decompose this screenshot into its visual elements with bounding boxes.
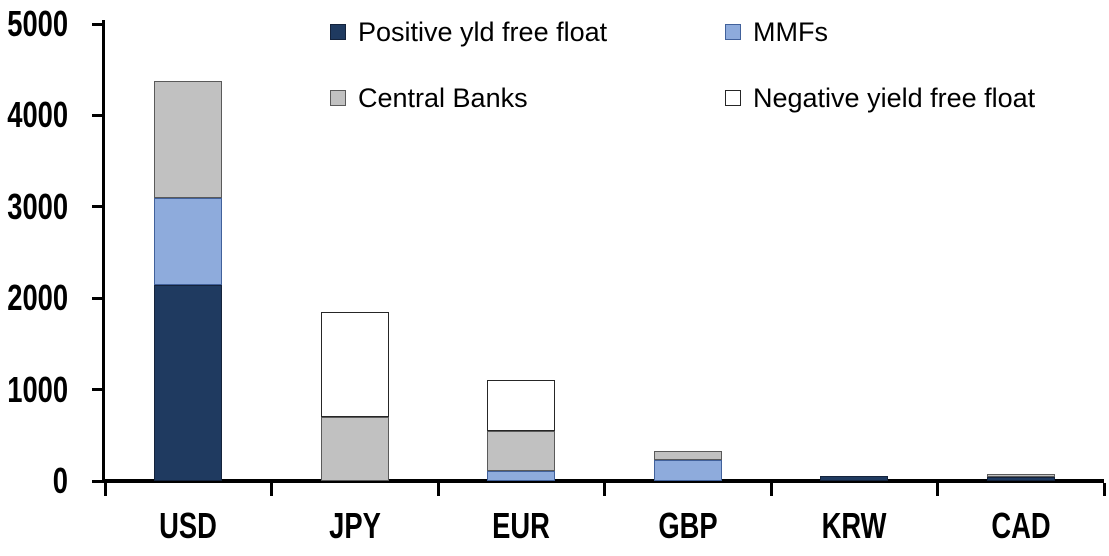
bar-segment-cad-central-banks: [986, 473, 1055, 478]
y-axis-tick: [92, 205, 105, 209]
legend-item-mmfs: MMFs: [725, 18, 828, 45]
x-axis-category-label: KRW: [821, 505, 887, 546]
y-axis-tick-label: 3000: [7, 185, 68, 227]
bar-segment-eur-negative-yield-free-float: [487, 379, 556, 431]
legend-label: Negative yield free float: [753, 82, 1036, 113]
y-axis-tick-label: 0: [52, 460, 68, 501]
y-axis-tick-label: 1000: [7, 368, 68, 410]
legend-swatch-icon: [330, 24, 346, 40]
bar-jpy: [320, 311, 389, 481]
x-axis-category-label: EUR: [492, 505, 551, 546]
bar-cad: [986, 473, 1055, 481]
legend-swatch-icon: [330, 90, 346, 106]
bar-segment-jpy-central-banks: [320, 417, 389, 481]
x-axis-tick: [1102, 483, 1106, 496]
legend-swatch-icon: [725, 90, 741, 106]
x-axis-category-label: JPY: [328, 505, 381, 546]
bar-gbp: [653, 450, 722, 481]
y-axis-tick: [92, 113, 105, 117]
y-axis-tick-label: 4000: [7, 94, 68, 136]
bar-segment-eur-central-banks: [487, 430, 556, 471]
bar-segment-usd-central-banks: [154, 80, 223, 198]
bar-usd: [154, 80, 223, 481]
x-axis-line: [102, 479, 1104, 483]
bar-segment-gbp-mmfs: [653, 459, 722, 481]
x-axis-tick: [769, 483, 773, 496]
y-axis-tick: [92, 479, 105, 483]
legend-label: Positive yld free float: [358, 16, 608, 47]
y-axis-tick-label: 5000: [7, 3, 68, 44]
y-axis-tick: [92, 296, 105, 300]
y-axis-line: [102, 20, 105, 483]
x-axis-tick: [603, 483, 606, 496]
bar-segment-usd-mmfs: [154, 197, 223, 285]
bar-segment-jpy-negative-yield-free-float: [320, 311, 389, 418]
legend-label: MMFs: [753, 16, 828, 47]
x-axis-tick: [436, 483, 440, 496]
y-axis-tick-label: 2000: [7, 277, 68, 319]
x-axis-tick: [103, 483, 107, 496]
bar-segment-cad-positive-yld-free-float: [986, 477, 1055, 481]
bar-krw: [820, 476, 889, 481]
bar-segment-krw-positive-yld-free-float: [820, 476, 889, 481]
x-axis-tick: [270, 483, 273, 496]
bar-segment-usd-positive-yld-free-float: [154, 284, 223, 481]
y-axis-tick: [92, 22, 105, 26]
legend-swatch-icon: [725, 24, 741, 40]
legend-item-negative-yield-free-float: Negative yield free float: [725, 84, 1035, 111]
legend-item-positive-yld-free-float: Positive yld free float: [330, 18, 607, 45]
y-axis-tick: [92, 388, 105, 392]
x-axis-category-label: CAD: [991, 505, 1051, 546]
x-axis-category-label: USD: [159, 505, 218, 546]
x-axis-tick: [936, 483, 939, 496]
legend-item-central-banks: Central Banks: [330, 84, 528, 111]
x-axis-category-label: GBP: [658, 505, 718, 546]
bar-segment-gbp-central-banks: [653, 450, 722, 460]
bar-eur: [487, 379, 556, 481]
legend-label: Central Banks: [358, 82, 528, 113]
bar-segment-eur-mmfs: [487, 470, 556, 481]
